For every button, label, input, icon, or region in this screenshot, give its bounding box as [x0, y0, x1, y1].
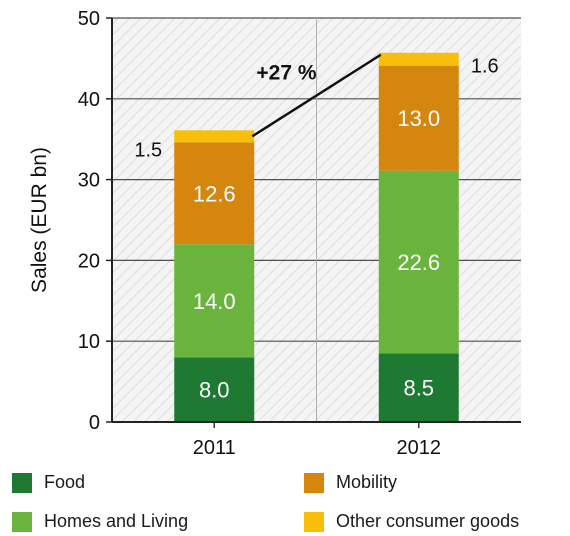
x-tick-label-2011: 2011 — [193, 437, 236, 459]
x-tick-label-2012: 2012 — [397, 437, 442, 459]
y-tick-label-10: 10 — [78, 331, 100, 353]
data-label-other-consumer-goods-2012: 1.6 — [471, 56, 499, 78]
bar-homes-and-living-2011 — [174, 244, 255, 358]
data-label-food-2011: 8.0 — [199, 378, 230, 403]
bar-other-consumer-goods-2012 — [378, 52, 459, 66]
y-axis-title: Sales (EUR bn) — [28, 147, 51, 293]
bar-food-2011 — [174, 357, 255, 422]
data-label-food-2012: 8.5 — [403, 376, 434, 401]
data-label-homes-and-living-2012: 22.6 — [397, 250, 440, 275]
y-tick-label-20: 20 — [78, 250, 100, 272]
bar-mobility-2012 — [378, 65, 459, 171]
bar-food-2012 — [378, 353, 459, 422]
data-label-mobility-2011: 12.6 — [193, 181, 236, 206]
y-tick-label-50: 50 — [78, 8, 100, 30]
data-label-homes-and-living-2011: 14.0 — [193, 289, 236, 314]
growth-annotation: +27 % — [256, 62, 316, 85]
growth-line — [251, 53, 382, 138]
y-tick-label-0: 0 — [89, 412, 100, 434]
y-tick-label-40: 40 — [78, 89, 100, 111]
bar-other-consumer-goods-2011 — [174, 130, 255, 143]
data-label-other-consumer-goods-2011: 1.5 — [134, 139, 162, 161]
data-label-mobility-2012: 13.0 — [397, 106, 440, 131]
bar-homes-and-living-2012 — [378, 170, 459, 354]
bar-mobility-2011 — [174, 142, 255, 245]
y-tick-label-30: 30 — [78, 170, 100, 192]
